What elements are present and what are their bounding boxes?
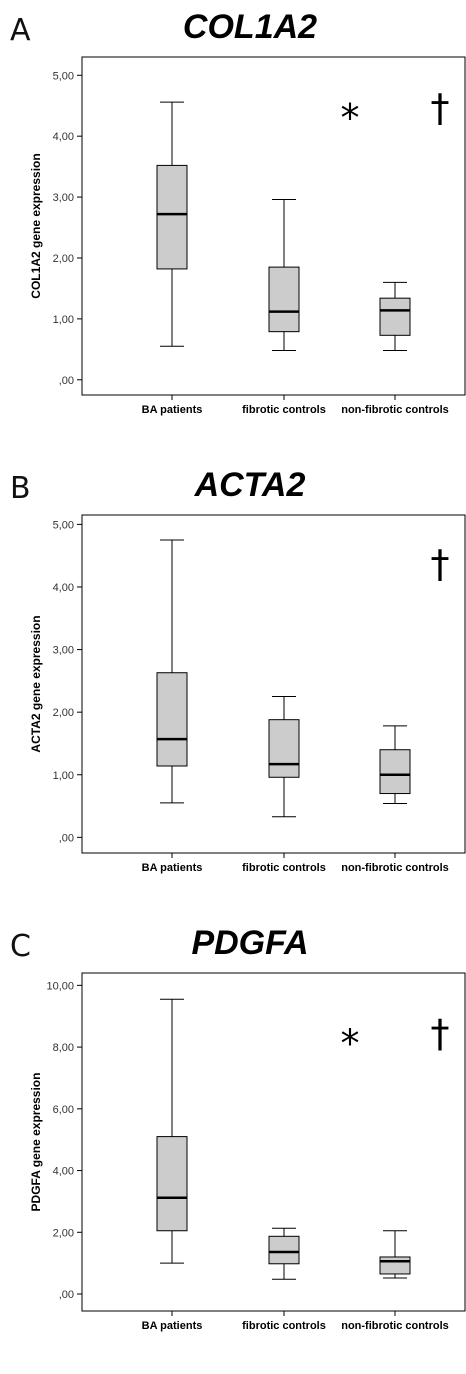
iqr-box xyxy=(156,1136,188,1232)
y-tick-label: ,00 xyxy=(59,832,74,844)
y-tick-label: ,00 xyxy=(59,375,74,387)
y-tick-label: 8,00 xyxy=(53,1042,74,1054)
box-3 xyxy=(379,1230,411,1279)
y-tick-label: 4,00 xyxy=(53,131,74,143)
x-tick-label: BA patients xyxy=(142,862,203,874)
x-tick-label: BA patients xyxy=(142,404,203,416)
box-3 xyxy=(379,281,411,352)
box-1 xyxy=(156,998,188,1264)
y-tick-label: 5,00 xyxy=(53,519,74,531)
iqr-box xyxy=(156,164,188,270)
iqr-box xyxy=(379,749,411,795)
x-tick-label: fibrotic controls xyxy=(242,1320,326,1332)
significance-dagger: † xyxy=(431,1012,450,1056)
box-1 xyxy=(156,101,188,347)
box-2 xyxy=(268,696,300,818)
x-tick-label: fibrotic controls xyxy=(242,404,326,416)
significance-dagger: † xyxy=(431,86,450,130)
panel-a: A COL1A2 ,00 1,00 2,00 3,00 4,00 5,00 COL1A2 gen… xyxy=(0,0,466,458)
box-3 xyxy=(379,725,411,805)
iqr-box xyxy=(156,672,188,767)
y-tick-label: 1,00 xyxy=(53,770,74,782)
y-tick-label: 2,00 xyxy=(53,253,74,265)
y-axis-label: COL1A2 gene expression xyxy=(29,153,43,298)
y-tick-label: 2,00 xyxy=(53,1227,74,1239)
x-tick-label: non-fibrotic controls xyxy=(341,862,449,874)
box-1 xyxy=(156,539,188,804)
iqr-box xyxy=(268,719,300,778)
chart-title: PDGFA xyxy=(191,924,308,962)
iqr-box xyxy=(268,1235,300,1265)
plot-frame xyxy=(81,972,466,1312)
panel-label: B xyxy=(10,471,31,506)
x-tick-label: non-fibrotic controls xyxy=(341,1320,449,1332)
iqr-box xyxy=(268,266,300,333)
chart-title: COL1A2 xyxy=(183,8,317,46)
panel-label: C xyxy=(10,929,31,964)
chart-svg: C PDGFA ,00 2,00 4,00 6,00 8,00 10,00 PDGFA gene… xyxy=(10,924,466,1332)
chart-svg: A COL1A2 ,00 1,00 2,00 3,00 4,00 5,00 COL1A2 gen… xyxy=(10,8,466,416)
box-2 xyxy=(268,199,300,352)
plot-frame xyxy=(81,56,466,396)
chart-title: ACTA2 xyxy=(194,466,306,504)
panel-b: B ACTA2 ,00 1,00 2,00 3,00 4,00 5,00 ACTA2 gene … xyxy=(0,458,466,916)
significance-dagger: † xyxy=(431,542,450,586)
y-tick-label: ,00 xyxy=(59,1289,74,1301)
y-tick-label: 2,00 xyxy=(53,707,74,719)
panel-label: A xyxy=(10,13,31,48)
y-tick-label: 1,00 xyxy=(53,314,74,326)
iqr-box xyxy=(379,297,411,336)
chart-svg: B ACTA2 ,00 1,00 2,00 3,00 4,00 5,00 ACTA2 gene … xyxy=(10,466,466,874)
iqr-box xyxy=(379,1256,411,1275)
significance-asterisk: * xyxy=(341,1022,360,1066)
y-axis-label: ACTA2 gene expression xyxy=(29,615,43,752)
y-tick-label: 6,00 xyxy=(53,1104,74,1116)
x-tick-label: BA patients xyxy=(142,1320,203,1332)
panel-c: C PDGFA ,00 2,00 4,00 6,00 8,00 10,00 PDGFA gene… xyxy=(0,916,466,1374)
y-tick-label: 10,00 xyxy=(46,980,74,992)
x-tick-label: non-fibrotic controls xyxy=(341,404,449,416)
plot-frame xyxy=(81,514,466,854)
y-tick-label: 3,00 xyxy=(53,192,74,204)
box-2 xyxy=(268,1227,300,1280)
y-tick-label: 4,00 xyxy=(53,582,74,594)
significance-asterisk: * xyxy=(341,96,360,140)
x-tick-label: fibrotic controls xyxy=(242,862,326,874)
y-tick-label: 3,00 xyxy=(53,645,74,657)
y-axis-label: PDGFA gene expression xyxy=(29,1073,43,1212)
y-tick-label: 5,00 xyxy=(53,70,74,82)
y-tick-label: 4,00 xyxy=(53,1166,74,1178)
